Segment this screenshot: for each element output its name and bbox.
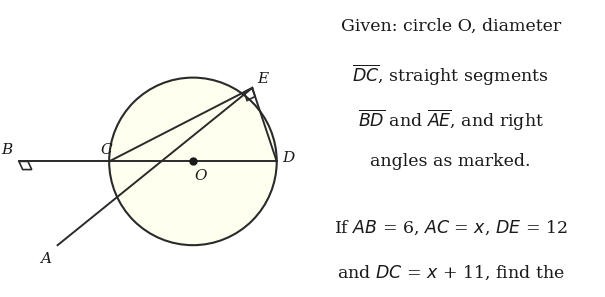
- Text: Given: circle O, diameter: Given: circle O, diameter: [341, 18, 561, 34]
- Text: angles as marked.: angles as marked.: [370, 153, 531, 170]
- Text: and $DC$ = $x$ + 11, find the: and $DC$ = $x$ + 11, find the: [337, 263, 564, 282]
- Text: A: A: [41, 252, 51, 266]
- Text: $\overline{BD}$ and $\overline{AE}$, and right: $\overline{BD}$ and $\overline{AE}$, and…: [358, 108, 544, 133]
- Text: $\overline{DC}$, straight segments: $\overline{DC}$, straight segments: [352, 63, 549, 88]
- Text: C: C: [100, 143, 112, 157]
- Circle shape: [109, 78, 276, 245]
- Text: D: D: [282, 151, 295, 165]
- Text: E: E: [257, 72, 268, 86]
- Text: O: O: [194, 169, 207, 183]
- Text: If $AB$ = 6, $AC$ = $x$, $DE$ = 12: If $AB$ = 6, $AC$ = $x$, $DE$ = 12: [334, 218, 567, 237]
- Text: B: B: [2, 143, 13, 157]
